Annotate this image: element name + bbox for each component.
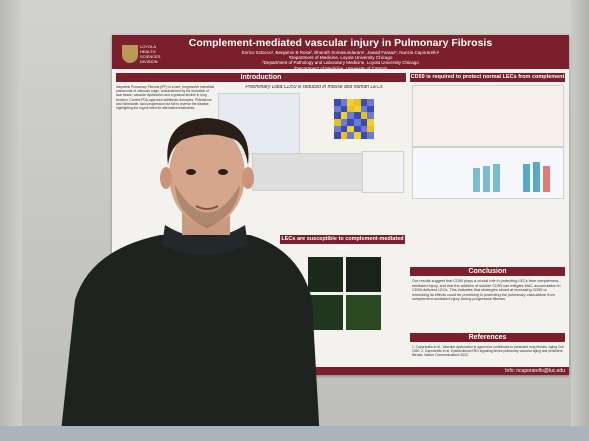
bar-chart-small [362, 151, 404, 193]
conclusion-heading: Conclusion [410, 267, 565, 276]
preliminary-subheading: Preliminary Data:CD59 is reduced in mous… [245, 85, 383, 90]
authors-line: Enrico Sclocco¹, Benjamin B Rosa², Bhara… [241, 50, 440, 55]
right-ear [242, 167, 254, 189]
logo-line-1: LOYOLA [140, 44, 157, 49]
poster-board-edge-right [571, 0, 589, 441]
left-ear [160, 167, 172, 189]
affiliation-3: ³Department of Medicine, University of C… [293, 65, 388, 71]
affiliation-2: ²Department of Pathology and Laboratory … [262, 60, 419, 66]
right-eye [218, 169, 228, 175]
intro-heading: Introduction [116, 73, 406, 82]
bar-group-2 [523, 156, 563, 192]
bar-group-1 [473, 156, 513, 192]
bottom-window-strip [0, 426, 589, 441]
poster-authors: Enrico Sclocco¹, Benjamin B Rosa², Bhara… [112, 50, 569, 71]
heatmap-figure [334, 99, 374, 139]
logo-text: LOYOLA HEALTH SCIENCES DIVISION [140, 44, 176, 64]
mechanism-figure [412, 85, 564, 147]
microscopy-image-3 [308, 295, 343, 330]
research-poster: LOYOLA HEALTH SCIENCES DIVISION Compleme… [112, 35, 569, 375]
poster-footer: Info: ncaporarello@luc.edu [112, 367, 569, 375]
contact-info: Info: ncaporarello@luc.edu [505, 368, 565, 374]
poster-title: Complement-mediated vascular injury in P… [188, 37, 493, 49]
hair [167, 118, 249, 165]
conclusion-text: Our results suggest that CD59 plays a cr… [412, 279, 561, 302]
logo-line-2: HEALTH SCIENCES [140, 49, 161, 59]
microscopy-image-4 [346, 295, 381, 330]
intro-text: Idiopathic Pulmonary Fibrosis (IPF) is a… [116, 85, 215, 111]
shield-icon [122, 45, 138, 63]
references-heading: References [410, 333, 565, 342]
face [169, 125, 245, 225]
left-eye [186, 169, 196, 175]
poster-header: LOYOLA HEALTH SCIENCES DIVISION Compleme… [112, 35, 569, 71]
logo-line-3: DIVISION [140, 59, 158, 64]
western-blot-figure [252, 153, 364, 191]
references-text: 1. Caporarello et al., Vascular dysfunct… [412, 345, 564, 358]
lecs-heading: LECs are susceptible to complement-media… [280, 235, 405, 251]
sweater-collar [162, 225, 248, 255]
poster-board-edge-left [0, 0, 22, 441]
cd59-bar-charts [412, 147, 564, 199]
affiliation-1: ¹Department of Medicine, Loyola Universi… [288, 55, 393, 61]
microscopy-image-2 [346, 257, 381, 292]
mouth [195, 205, 219, 210]
university-logo: LOYOLA HEALTH SCIENCES DIVISION [116, 38, 160, 66]
microscopy-image-1 [308, 257, 343, 292]
beard-stubble [175, 185, 240, 228]
dark-sweater [60, 235, 320, 441]
